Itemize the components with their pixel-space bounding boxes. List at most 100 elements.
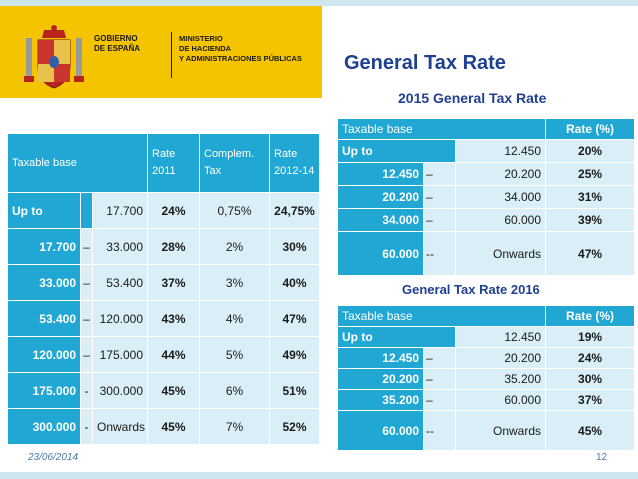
table-row: 60.000 -- Onwards 47% (337, 231, 636, 276)
header-rate-2012-14: Rate 2012-14 (269, 133, 320, 193)
range-separator: -- (423, 410, 456, 451)
table-row: 34.000 – 60.000 39% (337, 208, 636, 232)
rate-value: 25% (545, 162, 636, 186)
bottom-border (0, 472, 638, 479)
table-row: 53.400 – 120.000 43% 4% 47% (7, 300, 320, 337)
ministry-name: MINISTERIO DE HACIENDA Y ADMINISTRACIONE… (179, 34, 302, 64)
lower-bound: 53.400 (7, 300, 81, 337)
lower-bound: 120.000 (7, 336, 81, 373)
complementary-tax: 4% (199, 300, 270, 337)
rate-2011: 43% (147, 300, 200, 337)
table-row: 12.450 – 20.200 25% (337, 162, 636, 186)
table-row: 20.200 – 34.000 31% (337, 185, 636, 209)
table-row: 33.000 – 53.400 37% 3% 40% (7, 264, 320, 301)
complementary-tax: 6% (199, 372, 270, 409)
rate-value: 19% (545, 326, 636, 348)
lower-bound: 300.000 (7, 408, 81, 445)
rate-value: 20% (545, 139, 636, 163)
lower-bound: 60.000 (337, 231, 424, 276)
rate-value: 47% (545, 231, 636, 276)
table-row: Up to 12.450 19% (337, 326, 636, 348)
upper-bound: Onwards (454, 410, 547, 451)
rate-2012-14: 30% (269, 228, 320, 265)
table-row: 300.000 - Onwards 45% 7% 52% (7, 408, 320, 445)
lower-bound: 33.000 (7, 264, 81, 301)
range-separator: – (80, 300, 93, 337)
table-header-row: Taxable base Rate 2011 Complem. Tax Rate 20… (7, 133, 320, 193)
ministry-line-3: Y ADMINISTRACIONES PÚBLICAS (179, 54, 302, 63)
complementary-tax: 5% (199, 336, 270, 373)
table-row: 17.700 – 33.000 28% 2% 30% (7, 228, 320, 265)
lower-bound: 35.200 (337, 389, 424, 411)
lower-bound: Up to (337, 326, 456, 348)
banner-divider (171, 32, 172, 78)
upper-bound: 33.000 (92, 228, 148, 265)
rate-2012-14: 47% (269, 300, 320, 337)
gov-line-1: GOBIERNO (94, 34, 138, 43)
upper-bound: 12.450 (454, 139, 547, 163)
header-rate: Rate (%) (545, 305, 636, 327)
rate-2011: 28% (147, 228, 200, 265)
header-taxable-base: Taxable base (7, 133, 148, 193)
range-separator: – (423, 162, 456, 186)
upper-bound: Onwards (92, 408, 148, 445)
table-row: 12.450 – 20.200 24% (337, 347, 636, 369)
rate-value: 31% (545, 185, 636, 209)
upper-bound: 20.200 (454, 347, 547, 369)
upper-bound: 20.200 (454, 162, 547, 186)
header-taxable-base: Taxable base (336, 118, 547, 140)
range-separator: – (80, 228, 93, 265)
table-row: 60.000 -- Onwards 45% (337, 410, 636, 451)
upper-bound: 35.200 (454, 368, 547, 390)
table-2015-caption: 2015 General Tax Rate (398, 90, 547, 106)
lower-bound: 34.000 (337, 208, 424, 232)
upper-bound: 53.400 (92, 264, 148, 301)
lower-bound: 60.000 (337, 410, 424, 451)
range-separator (80, 192, 93, 229)
lower-bound: 20.200 (337, 185, 424, 209)
table-row: Up to 17.700 24% 0,75% 24,75% (7, 192, 320, 229)
range-separator: - (80, 408, 93, 445)
upper-bound: 60.000 (454, 389, 547, 411)
header-rate: Rate (%) (545, 118, 636, 140)
rate-2012-14: 40% (269, 264, 320, 301)
rate-value: 30% (545, 368, 636, 390)
header-taxable-base: Taxable base (336, 305, 547, 327)
tax-rate-2011-2014-table: Taxable base Rate 2011 Complem. Tax Rate 20… (7, 133, 320, 445)
rate-2012-14: 52% (269, 408, 320, 445)
lower-bound: 12.450 (337, 347, 424, 369)
table-2016-caption: General Tax Rate 2016 (402, 282, 540, 297)
page-number: 12 (596, 452, 608, 463)
lower-bound: 12.450 (337, 162, 424, 186)
gov-line-2: DE ESPAÑA (94, 44, 141, 53)
range-separator: - (80, 372, 93, 409)
rate-2011: 44% (147, 336, 200, 373)
header-complementary-tax: Complem. Tax (199, 133, 270, 193)
rate-value: 24% (545, 347, 636, 369)
table-header-row: Taxable base Rate (%) (336, 305, 636, 327)
rate-2012-14: 24,75% (269, 192, 320, 229)
upper-bound: 60.000 (454, 208, 547, 232)
table-row: 20.200 – 35.200 30% (337, 368, 636, 390)
table-row: 35.200 – 60.000 37% (337, 389, 636, 411)
rate-value: 37% (545, 389, 636, 411)
lower-bound: 17.700 (7, 228, 81, 265)
upper-bound: 34.000 (454, 185, 547, 209)
range-separator: – (80, 336, 93, 373)
footer-date: 23/06/2014 (28, 452, 79, 463)
upper-bound: 175.000 (92, 336, 148, 373)
upper-bound: 17.700 (92, 192, 148, 229)
table-row: 175.000 - 300.000 45% 6% 51% (7, 372, 320, 409)
rate-value: 39% (545, 208, 636, 232)
upper-bound: 12.450 (454, 326, 547, 348)
complementary-tax: 2% (199, 228, 270, 265)
table-row: Up to 12.450 20% (337, 139, 636, 163)
table-row: 120.000 – 175.000 44% 5% 49% (7, 336, 320, 373)
rate-2011: 37% (147, 264, 200, 301)
upper-bound: Onwards (454, 231, 547, 276)
rate-2012-14: 49% (269, 336, 320, 373)
lower-bound: Up to (337, 139, 456, 163)
rate-2011: 24% (147, 192, 200, 229)
range-separator: – (423, 347, 456, 369)
range-separator: – (423, 185, 456, 209)
